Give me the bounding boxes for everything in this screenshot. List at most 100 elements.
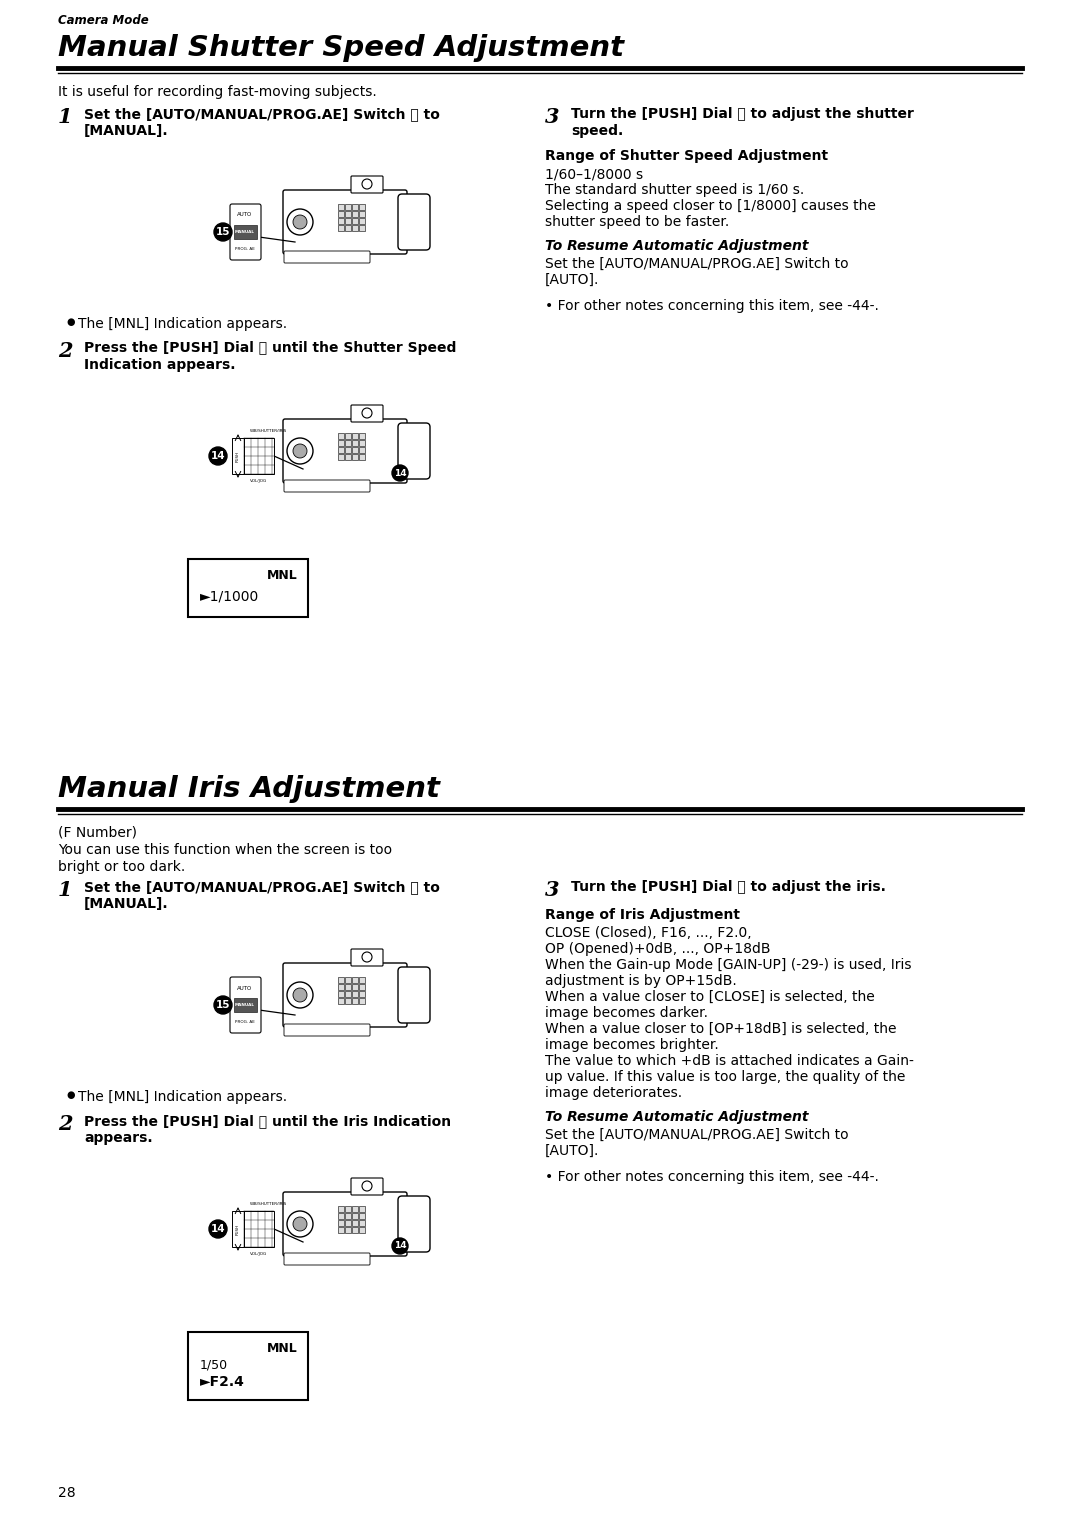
- Text: Set the [AUTO/MANUAL/PROG.AE] Switch ⓔ to: Set the [AUTO/MANUAL/PROG.AE] Switch ⓔ t…: [84, 107, 440, 121]
- Bar: [345, 998, 351, 1004]
- Text: To Resume Automatic Adjustment: To Resume Automatic Adjustment: [545, 240, 809, 253]
- FancyBboxPatch shape: [283, 1192, 407, 1256]
- Text: The value to which +dB is attached indicates a Gain-: The value to which +dB is attached indic…: [545, 1054, 914, 1068]
- FancyBboxPatch shape: [284, 1024, 370, 1036]
- Text: MANUAL: MANUAL: [235, 1003, 255, 1007]
- Bar: [352, 218, 357, 224]
- Text: MNL: MNL: [267, 569, 298, 581]
- Text: • For other notes concerning this item, see -44-.: • For other notes concerning this item, …: [545, 1170, 879, 1184]
- Bar: [244, 438, 274, 475]
- FancyBboxPatch shape: [283, 420, 407, 484]
- Text: Manual Shutter Speed Adjustment: Manual Shutter Speed Adjustment: [58, 34, 624, 63]
- Circle shape: [362, 179, 372, 189]
- Bar: [352, 1206, 357, 1212]
- FancyBboxPatch shape: [283, 191, 407, 253]
- Bar: [352, 204, 357, 211]
- Bar: [359, 439, 365, 446]
- Text: Turn the [PUSH] Dial ⓓ to adjust the iris.: Turn the [PUSH] Dial ⓓ to adjust the iri…: [571, 881, 886, 894]
- Circle shape: [287, 983, 313, 1009]
- Bar: [345, 455, 351, 459]
- Bar: [338, 433, 345, 439]
- Text: Press the [PUSH] Dial ⓓ until the Iris Indication: Press the [PUSH] Dial ⓓ until the Iris I…: [84, 1114, 451, 1128]
- Circle shape: [293, 215, 307, 229]
- Text: 3: 3: [545, 881, 559, 900]
- Text: It is useful for recording fast-moving subjects.: It is useful for recording fast-moving s…: [58, 85, 377, 99]
- Bar: [352, 433, 357, 439]
- Text: 1/50: 1/50: [200, 1358, 228, 1370]
- Text: 2: 2: [58, 340, 72, 362]
- Circle shape: [392, 1238, 408, 1254]
- Bar: [359, 1219, 365, 1225]
- Text: Manual Iris Adjustment: Manual Iris Adjustment: [58, 775, 440, 803]
- Text: AUTO: AUTO: [238, 986, 253, 990]
- Text: [AUTO].: [AUTO].: [545, 273, 599, 287]
- Text: ●: ●: [66, 1090, 75, 1100]
- Text: Set the [AUTO/MANUAL/PROG.AE] Switch to: Set the [AUTO/MANUAL/PROG.AE] Switch to: [545, 256, 849, 272]
- Text: CLOSE (Closed), F16, ..., F2.0,: CLOSE (Closed), F16, ..., F2.0,: [545, 926, 752, 940]
- Bar: [352, 984, 357, 990]
- Bar: [345, 984, 351, 990]
- Bar: [359, 211, 365, 217]
- Bar: [345, 990, 351, 996]
- FancyBboxPatch shape: [283, 963, 407, 1027]
- Text: ►F2.4: ►F2.4: [200, 1375, 245, 1389]
- Bar: [232, 1212, 244, 1247]
- Bar: [359, 224, 365, 230]
- Bar: [359, 447, 365, 453]
- Bar: [345, 977, 351, 983]
- Bar: [352, 977, 357, 983]
- Text: adjustment is by OP+15dB.: adjustment is by OP+15dB.: [545, 974, 737, 987]
- Text: 14: 14: [394, 1242, 406, 1250]
- Bar: [352, 455, 357, 459]
- Bar: [338, 984, 345, 990]
- Text: OP (Opened)+0dB, ..., OP+18dB: OP (Opened)+0dB, ..., OP+18dB: [545, 942, 770, 955]
- Bar: [188, 1332, 308, 1399]
- Bar: [352, 1227, 357, 1233]
- Text: W.B/SHUTTER/IRIS: W.B/SHUTTER/IRIS: [249, 429, 286, 433]
- Text: The [MNL] Indication appears.: The [MNL] Indication appears.: [78, 1090, 287, 1103]
- Circle shape: [293, 444, 307, 458]
- Text: 14: 14: [211, 1224, 226, 1235]
- Text: 15: 15: [216, 1000, 230, 1010]
- FancyBboxPatch shape: [284, 1253, 370, 1265]
- Circle shape: [287, 1212, 313, 1238]
- Text: • For other notes concerning this item, see -44-.: • For other notes concerning this item, …: [545, 299, 879, 313]
- Text: Turn the [PUSH] Dial ⓓ to adjust the shutter: Turn the [PUSH] Dial ⓓ to adjust the shu…: [571, 107, 914, 121]
- Bar: [359, 990, 365, 996]
- Text: 14: 14: [211, 452, 226, 461]
- Bar: [359, 1206, 365, 1212]
- Bar: [352, 439, 357, 446]
- Text: 2: 2: [58, 1114, 72, 1134]
- Text: image deteriorates.: image deteriorates.: [545, 1087, 683, 1100]
- Circle shape: [214, 223, 232, 241]
- Circle shape: [287, 438, 313, 464]
- Text: up value. If this value is too large, the quality of the: up value. If this value is too large, th…: [545, 1070, 905, 1083]
- Text: MNL: MNL: [267, 1341, 298, 1355]
- Bar: [359, 1227, 365, 1233]
- Text: 3: 3: [545, 107, 559, 127]
- Text: PROG. AE: PROG. AE: [235, 1019, 255, 1024]
- Bar: [338, 1206, 345, 1212]
- Text: W.B/SHUTTER/IRIS: W.B/SHUTTER/IRIS: [249, 1202, 286, 1206]
- Text: 28: 28: [58, 1486, 76, 1500]
- Bar: [244, 1212, 274, 1247]
- Bar: [338, 455, 345, 459]
- Circle shape: [210, 447, 227, 465]
- Bar: [232, 438, 244, 475]
- FancyBboxPatch shape: [284, 481, 370, 491]
- Bar: [188, 559, 308, 617]
- Bar: [345, 1219, 351, 1225]
- Bar: [338, 439, 345, 446]
- FancyBboxPatch shape: [284, 250, 370, 262]
- Text: AUTO: AUTO: [238, 212, 253, 218]
- Text: Selecting a speed closer to [1/8000] causes the: Selecting a speed closer to [1/8000] cau…: [545, 198, 876, 214]
- Text: PUSH: PUSH: [237, 450, 240, 461]
- Circle shape: [293, 1218, 307, 1231]
- FancyBboxPatch shape: [351, 949, 383, 966]
- Text: Range of Shutter Speed Adjustment: Range of Shutter Speed Adjustment: [545, 150, 828, 163]
- Text: 15: 15: [216, 227, 230, 237]
- Bar: [345, 1206, 351, 1212]
- Bar: [345, 224, 351, 230]
- Text: ●: ●: [66, 317, 75, 327]
- Bar: [345, 1227, 351, 1233]
